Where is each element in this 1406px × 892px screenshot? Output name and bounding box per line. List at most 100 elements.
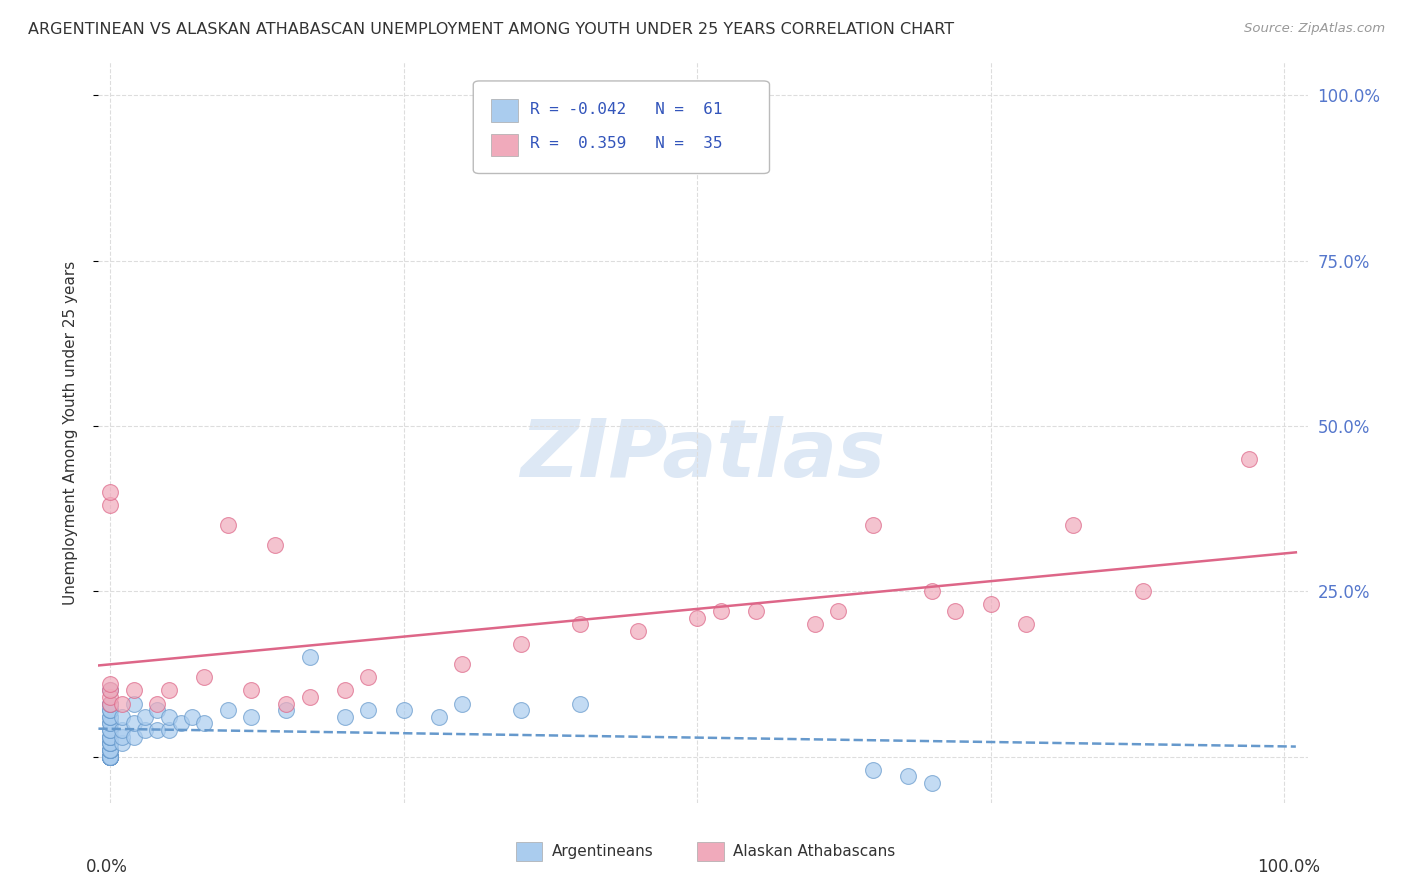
Point	[181, 710, 204, 724]
Point	[98, 749, 121, 764]
Point	[1062, 518, 1084, 533]
Point	[745, 604, 768, 618]
Point	[98, 749, 121, 764]
Point	[98, 736, 121, 750]
Point	[1237, 452, 1260, 467]
Point	[98, 710, 121, 724]
Point	[686, 611, 709, 625]
Text: Source: ZipAtlas.com: Source: ZipAtlas.com	[1244, 22, 1385, 36]
Point	[98, 749, 121, 764]
Point	[134, 723, 156, 737]
Point	[98, 723, 121, 737]
Text: ZIPatlas: ZIPatlas	[520, 416, 886, 494]
Point	[134, 710, 156, 724]
Point	[122, 730, 145, 744]
Point	[157, 710, 180, 724]
Point	[217, 703, 239, 717]
Point	[98, 749, 121, 764]
Point	[897, 769, 920, 783]
Bar	[516, 842, 543, 861]
Point	[157, 723, 180, 737]
Point	[122, 697, 145, 711]
Point	[122, 683, 145, 698]
Point	[98, 743, 121, 757]
Point	[510, 703, 533, 717]
Point	[111, 710, 134, 724]
Point	[240, 683, 263, 698]
Point	[98, 743, 121, 757]
Point	[357, 703, 380, 717]
Point	[333, 710, 356, 724]
Point	[146, 723, 169, 737]
Point	[240, 710, 263, 724]
FancyBboxPatch shape	[474, 81, 769, 173]
Point	[298, 650, 321, 665]
Point	[862, 518, 884, 533]
Point	[193, 716, 215, 731]
Point	[98, 730, 121, 744]
Point	[111, 730, 134, 744]
Bar	[492, 135, 517, 156]
Point	[157, 683, 180, 698]
Point	[98, 730, 121, 744]
Point	[945, 604, 967, 618]
Point	[98, 743, 121, 757]
Bar	[492, 99, 517, 121]
Point	[98, 710, 121, 724]
Point	[98, 749, 121, 764]
Point	[98, 499, 121, 513]
Point	[98, 730, 121, 744]
Point	[921, 584, 943, 599]
Point	[276, 697, 298, 711]
Point	[98, 749, 121, 764]
Point	[98, 683, 121, 698]
Point	[98, 697, 121, 711]
Point	[568, 697, 591, 711]
Point	[333, 683, 356, 698]
Point	[122, 716, 145, 731]
Point	[169, 716, 191, 731]
Point	[193, 670, 215, 684]
Bar	[697, 842, 724, 861]
Text: Argentineans: Argentineans	[551, 844, 654, 859]
Point	[862, 763, 884, 777]
Text: ARGENTINEAN VS ALASKAN ATHABASCAN UNEMPLOYMENT AMONG YOUTH UNDER 25 YEARS CORREL: ARGENTINEAN VS ALASKAN ATHABASCAN UNEMPL…	[28, 22, 955, 37]
Point	[98, 743, 121, 757]
Point	[98, 703, 121, 717]
Point	[921, 776, 943, 790]
Point	[1015, 617, 1038, 632]
Point	[276, 703, 298, 717]
Point	[98, 697, 121, 711]
Point	[98, 697, 121, 711]
Text: R =  0.359   N =  35: R = 0.359 N = 35	[530, 136, 723, 152]
Point	[803, 617, 825, 632]
Point	[146, 697, 169, 711]
Text: R = -0.042   N =  61: R = -0.042 N = 61	[530, 102, 723, 117]
Point	[98, 749, 121, 764]
Point	[98, 485, 121, 500]
Point	[357, 670, 380, 684]
Text: 100.0%: 100.0%	[1257, 858, 1320, 876]
Point	[451, 657, 474, 671]
Point	[627, 624, 650, 638]
Text: 0.0%: 0.0%	[86, 858, 128, 876]
Point	[568, 617, 591, 632]
Point	[111, 723, 134, 737]
Point	[111, 736, 134, 750]
Point	[1132, 584, 1154, 599]
Point	[510, 637, 533, 651]
Point	[98, 716, 121, 731]
Point	[98, 716, 121, 731]
Point	[111, 697, 134, 711]
Point	[827, 604, 849, 618]
Point	[98, 749, 121, 764]
Point	[263, 538, 285, 552]
Point	[392, 703, 415, 717]
Point	[98, 749, 121, 764]
Point	[451, 697, 474, 711]
Point	[710, 604, 733, 618]
Point	[98, 736, 121, 750]
Point	[146, 703, 169, 717]
Point	[98, 736, 121, 750]
Point	[98, 703, 121, 717]
